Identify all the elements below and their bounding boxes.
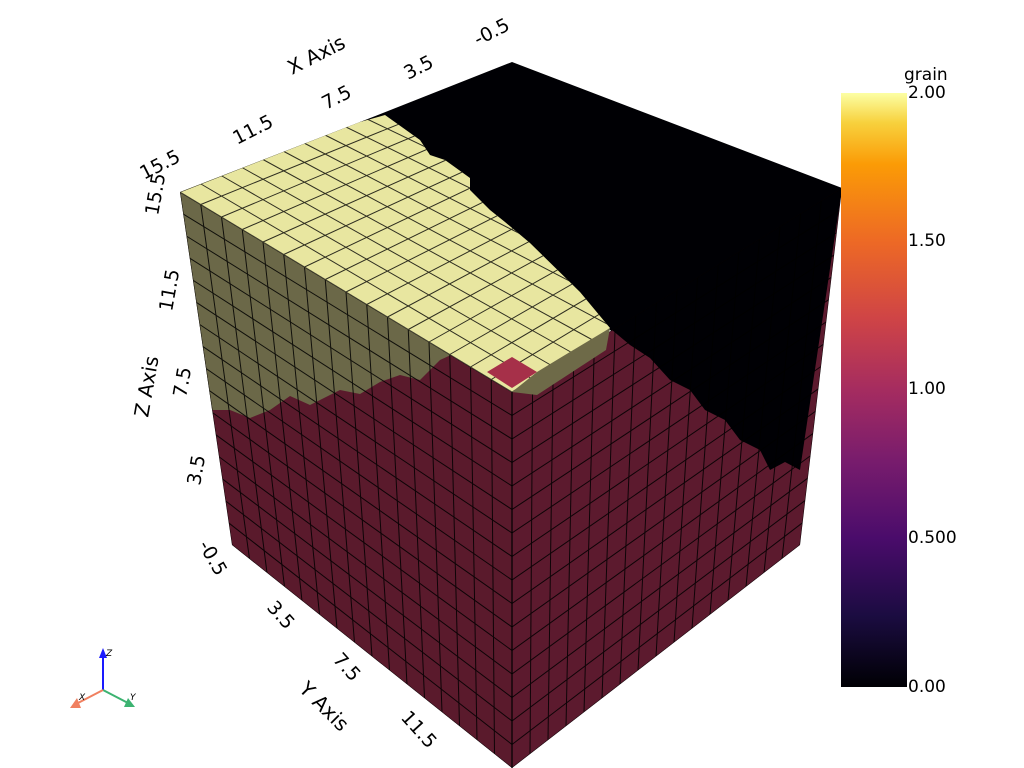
colorbar-label: 0.00 (908, 677, 946, 697)
y-tick-label: 11.5 (396, 707, 441, 753)
x-tick-label: 11.5 (229, 111, 277, 150)
x-tick-label: 3.5 (400, 51, 437, 84)
voxel-cube[interactable] (180, 62, 842, 768)
colorbar-label: 1.00 (908, 379, 946, 399)
z-axis-title: Z Axis (129, 354, 163, 419)
colorbar-label: 2.00 (908, 83, 946, 103)
y-label: Y (130, 693, 137, 703)
y-tick-label: 3.5 (262, 597, 299, 634)
z-arrow-icon (99, 648, 107, 658)
z-tick-label: 7.5 (169, 365, 196, 399)
scalar-bar: grain 2.00 1.50 1.00 0.500 0.00 (841, 65, 957, 697)
scalar-bar-title: grain (904, 65, 948, 85)
x-tick-label: 7.5 (318, 81, 355, 114)
z-tick-label: 11.5 (155, 267, 184, 312)
z-label: Z (105, 649, 113, 659)
highlight-cell (487, 357, 537, 388)
y-axis-title: Y Axis (294, 676, 354, 736)
x-label: X (78, 693, 86, 703)
left-face (180, 192, 512, 768)
colorbar (841, 93, 907, 687)
colorbar-label: 0.500 (908, 528, 957, 548)
x-tick-label: -0.5 (470, 14, 513, 50)
orientation-widget[interactable]: Z Y X (70, 648, 137, 708)
colorbar-label: 1.50 (908, 231, 946, 251)
y-arrow-icon (124, 698, 135, 707)
x-arrow-icon (70, 698, 81, 708)
y-tick-label: 7.5 (328, 649, 365, 686)
y-tick-label: -0.5 (194, 537, 232, 580)
x-axis-title: X Axis (283, 30, 349, 79)
z-tick-label: 3.5 (183, 453, 210, 487)
